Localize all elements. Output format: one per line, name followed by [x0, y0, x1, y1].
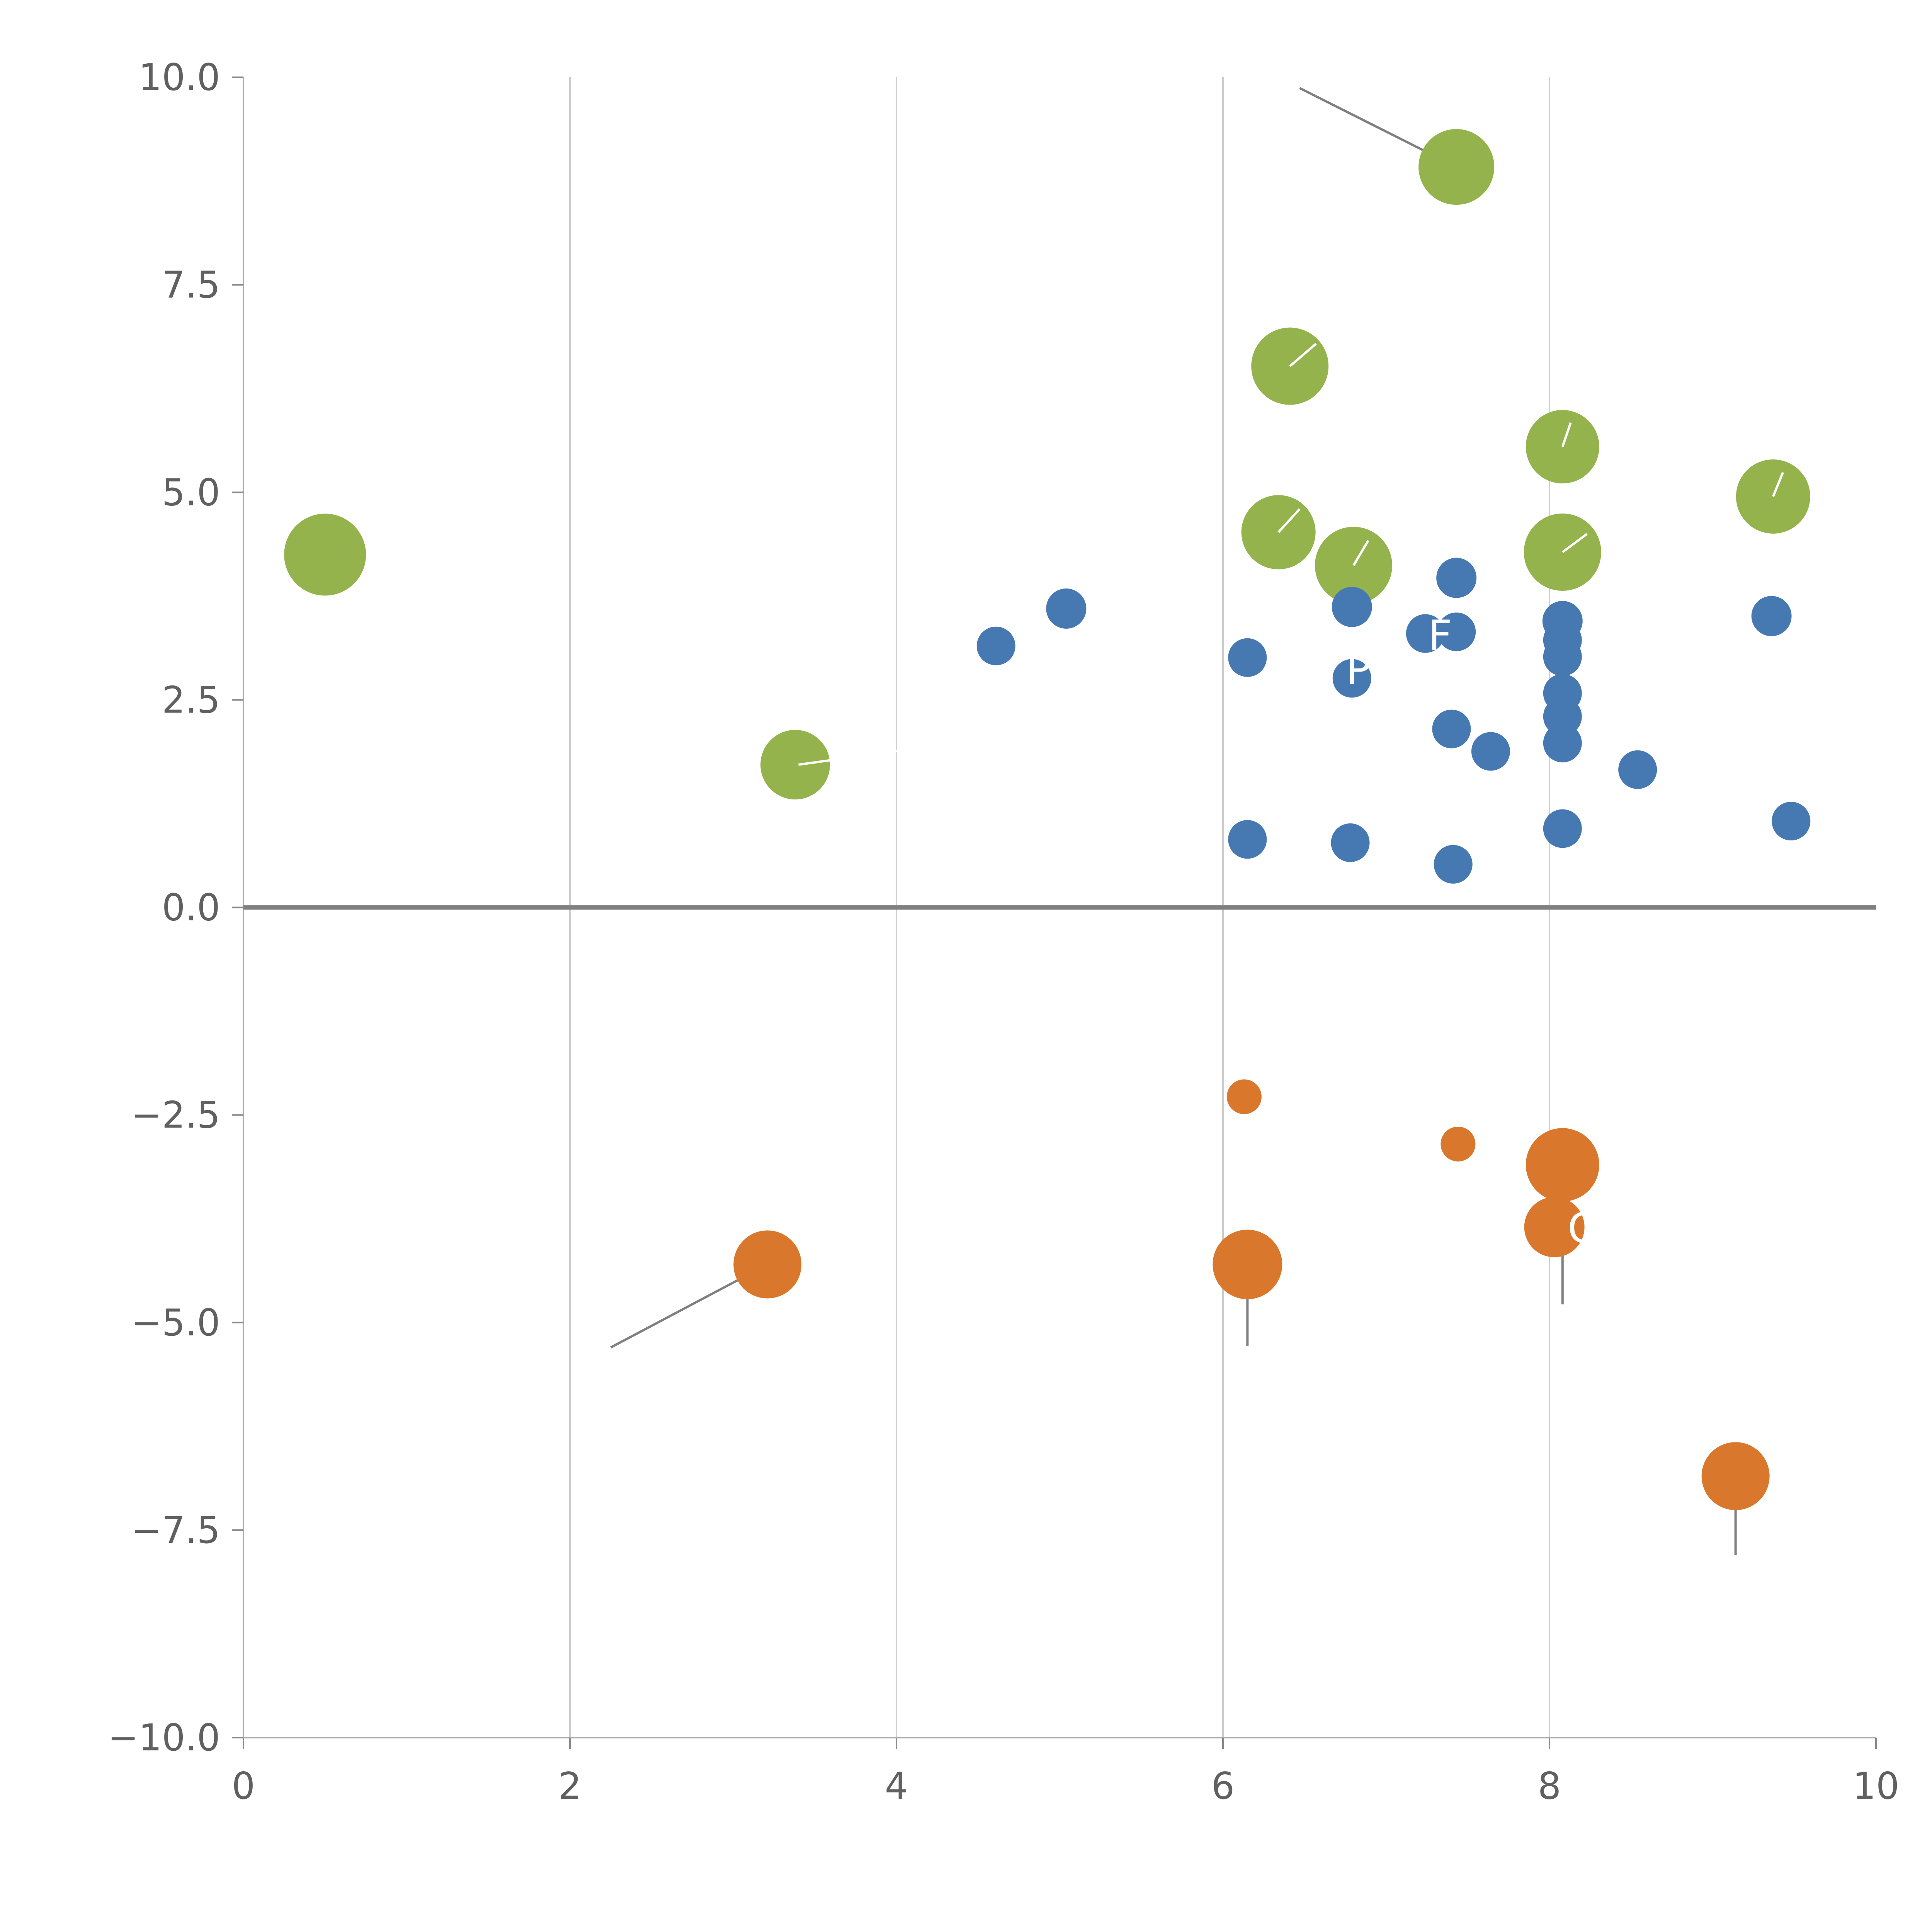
data-point-orange: [1526, 1128, 1599, 1202]
y-tick-label: −2.5: [131, 1094, 220, 1137]
data-point-orange: [1701, 1442, 1770, 1510]
y-tick-label: 7.5: [162, 264, 220, 306]
point-label: P: [1346, 646, 1371, 694]
data-point-blue: [1046, 588, 1087, 629]
data-point-green: [284, 514, 366, 596]
y-tick-label: −10.0: [108, 1717, 220, 1759]
data-point-blue: [1471, 732, 1510, 771]
data-point-blue: [1437, 612, 1476, 651]
data-point-orange: [1440, 1126, 1476, 1162]
y-tick-label: −7.5: [131, 1509, 220, 1552]
point-label: C: [1568, 1204, 1597, 1253]
x-tick-label: 6: [1211, 1765, 1235, 1808]
data-point-blue: [1228, 638, 1267, 677]
data-point-blue: [1406, 614, 1445, 653]
data-point-blue: [1436, 558, 1477, 598]
marker-hand-line: [1562, 533, 1588, 553]
data-point-orange: [1524, 1197, 1585, 1257]
y-tick-label: 2.5: [162, 679, 220, 721]
data-point-blue: [1543, 697, 1582, 736]
y-tick-label: 0.0: [162, 887, 220, 929]
data-point-orange: [733, 1230, 802, 1299]
x-tick-label: 2: [558, 1765, 582, 1808]
data-point-blue: [1331, 823, 1370, 862]
data-point-orange: [1213, 1230, 1282, 1299]
x-tick-label: 4: [885, 1765, 908, 1808]
data-point-blue: [1543, 637, 1582, 676]
data-point-green: [1526, 410, 1599, 484]
data-point-blue: [1432, 709, 1471, 748]
marker-hand-line: [1277, 508, 1301, 533]
data-point-blue: [976, 626, 1015, 665]
data-point-orange: [1226, 1079, 1262, 1114]
data-point-green: [1524, 513, 1601, 591]
marker-hand-line: [1554, 276, 1562, 325]
data-point-blue: [1543, 724, 1582, 763]
marker-hand-line: [1352, 540, 1369, 566]
data-point-blue: [1543, 809, 1582, 848]
data-point-blue: [1332, 587, 1372, 627]
marker-hand-line: [1561, 422, 1572, 447]
marker-hand-line: [798, 748, 906, 766]
data-point-blue: [1434, 845, 1473, 884]
data-point-green: [1418, 129, 1495, 205]
marker-hand-line: [1772, 472, 1784, 497]
x-tick-label: 8: [1538, 1765, 1561, 1808]
x-tick-label: 10: [1853, 1765, 1900, 1808]
data-point-green: [760, 730, 830, 799]
y-tick-label: 10.0: [138, 56, 220, 99]
y-tick-label: 5.0: [162, 471, 220, 514]
data-point-blue: [1772, 802, 1811, 841]
data-point-blue: [1332, 659, 1371, 698]
point-label: F: [1428, 612, 1452, 660]
y-tick-label: −5.0: [131, 1302, 220, 1344]
data-point-blue: [1751, 596, 1792, 636]
data-point-blue: [1618, 750, 1657, 789]
marker-hand-line: [1289, 343, 1317, 367]
x-tick-label: 0: [232, 1765, 255, 1808]
data-point-blue: [1228, 820, 1267, 859]
